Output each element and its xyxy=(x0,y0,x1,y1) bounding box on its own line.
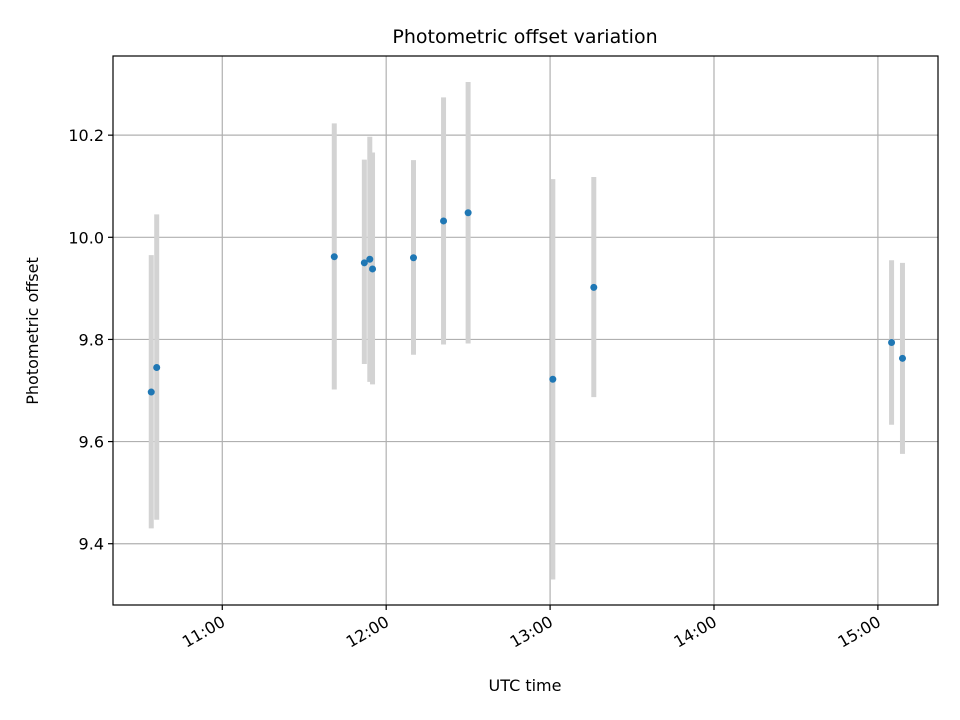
y-axis-ticks: 9.4 9.6 9.8 10.0 10.2 xyxy=(68,126,113,554)
data-point xyxy=(464,209,472,217)
y-tick-label: 9.6 xyxy=(79,433,104,452)
y-tick-label: 10.2 xyxy=(68,126,104,145)
plot-frame xyxy=(112,55,939,606)
y-tick-label: 9.4 xyxy=(79,535,104,554)
data-point xyxy=(330,253,338,261)
data-point xyxy=(888,339,896,347)
data-point xyxy=(366,255,374,263)
data-point xyxy=(153,364,161,372)
y-axis-title: Photometric offset xyxy=(23,257,42,405)
chart-title: Photometric offset variation xyxy=(392,26,657,48)
y-tick-label: 10.0 xyxy=(68,228,104,247)
data-point xyxy=(440,217,448,225)
data-point xyxy=(147,388,155,396)
data-point xyxy=(549,375,557,383)
data-point xyxy=(369,265,377,273)
data-point xyxy=(409,254,417,262)
data-point xyxy=(360,259,368,267)
grid xyxy=(113,56,938,605)
data-point xyxy=(590,283,598,291)
data-point xyxy=(898,354,906,362)
x-axis-title: UTC time xyxy=(489,676,562,695)
data-points xyxy=(147,209,906,396)
y-tick-label: 9.8 xyxy=(79,330,104,349)
